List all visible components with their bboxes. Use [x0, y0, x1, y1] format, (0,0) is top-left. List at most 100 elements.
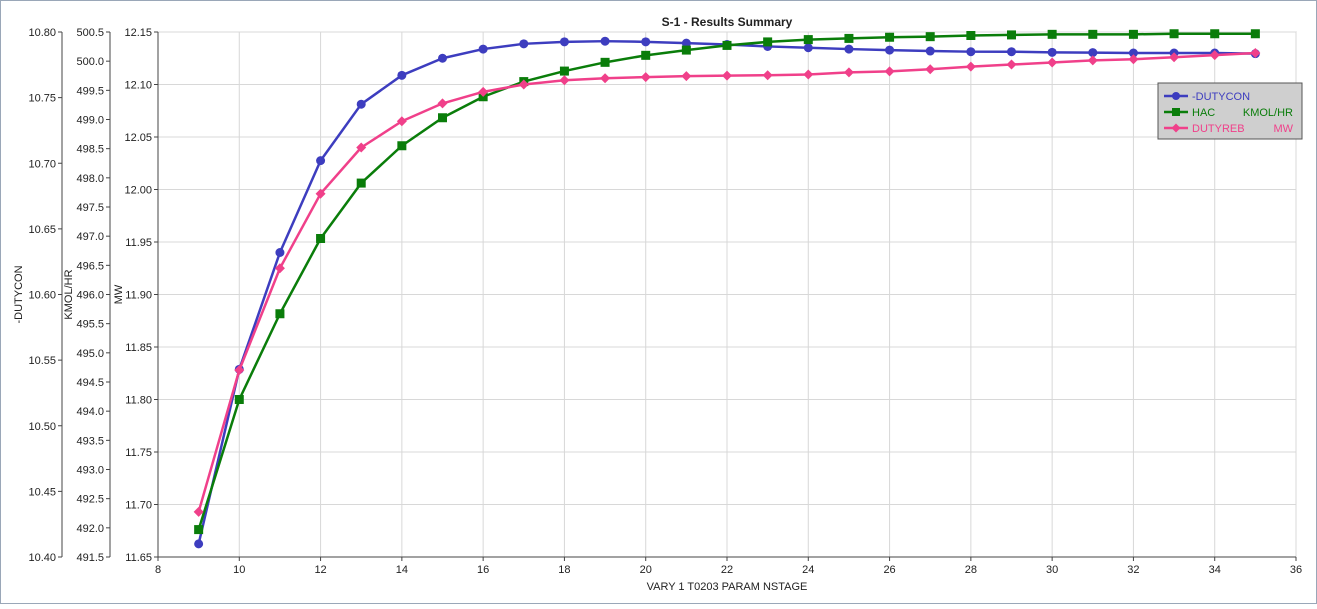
legend[interactable]: -DUTYCON HAC KMOL/HR DUTYREB MW [1157, 82, 1303, 140]
legend-entry-unit: MW [1273, 123, 1293, 135]
x-tick-label: 12 [314, 564, 326, 576]
series-2 [194, 29, 1260, 535]
legend-entry-name: -DUTYCON [1192, 91, 1250, 103]
y-axis-label-dutycon: -DUTYCON [13, 265, 25, 323]
y-axis-label-kmol: KMOL/HR [63, 269, 75, 319]
y-tick-label-mw: 12.10 [124, 80, 152, 92]
data-point [885, 32, 895, 42]
y-tick-label-mw: 12.15 [124, 27, 152, 39]
data-point [722, 70, 732, 81]
series-3 [193, 48, 1261, 517]
data-point [1128, 54, 1139, 65]
x-tick-label: 14 [396, 564, 408, 576]
x-tick-label: 30 [1046, 564, 1058, 576]
data-point [356, 99, 366, 109]
y-tick-label-mw: 11.80 [125, 395, 152, 407]
data-point [925, 64, 936, 75]
y-tick-label-kmol: 499.5 [76, 85, 104, 97]
data-point [194, 525, 204, 535]
x-tick-label: 20 [640, 564, 652, 576]
y-tick-label-dutycon: 10.70 [28, 158, 56, 170]
y-tick-label-mw: 12.00 [124, 185, 152, 197]
data-point [1209, 50, 1220, 61]
axes: 8 10 12 14 16 18 20 22 24 26 28 30 32 34 36 10.40 10.45 1… [13, 27, 1302, 576]
data-point [234, 365, 245, 376]
data-point [1047, 47, 1057, 57]
y-tick-label-kmol: 499.0 [76, 115, 104, 127]
data-point [275, 309, 285, 319]
x-tick-label: 22 [721, 564, 733, 576]
legend-marker [1172, 92, 1180, 100]
data-point [356, 178, 366, 188]
y-tick-label-kmol: 498.0 [76, 173, 104, 185]
data-point [762, 70, 773, 81]
data-point [316, 156, 326, 166]
y-tick-label-dutycon: 10.80 [28, 27, 56, 39]
x-tick-label: 18 [558, 564, 570, 576]
data-point [1128, 48, 1138, 58]
x-tick-label: 26 [883, 564, 895, 576]
data-point [559, 75, 570, 86]
data-point [803, 69, 814, 80]
legend-entry-unit: KMOL/HR [1243, 107, 1293, 119]
data-point [438, 113, 447, 123]
legend-marker [1171, 123, 1181, 133]
y-tick-label-dutycon: 10.60 [28, 290, 56, 302]
data-point [1088, 29, 1098, 39]
data-point [316, 234, 326, 243]
data-point [559, 37, 569, 47]
data-point [600, 73, 611, 84]
data-point [1007, 47, 1016, 57]
y-tick-label-kmol: 496.0 [76, 290, 104, 302]
data-point [600, 36, 610, 46]
y-tick-label-mw: 12.05 [124, 132, 152, 144]
data-point [1047, 29, 1057, 39]
data-point [641, 50, 651, 60]
data-point [315, 188, 326, 199]
y-tick-label-kmol: 500.5 [76, 27, 104, 39]
legend-entry-name: HAC [1192, 107, 1215, 119]
data-point [600, 57, 610, 67]
y-tick-label-mw: 11.95 [125, 237, 152, 249]
data-point [274, 263, 285, 274]
data-point [518, 79, 529, 90]
y-tick-label-kmol: 495.0 [76, 348, 104, 360]
data-point [1088, 48, 1098, 58]
y-tick-label-kmol: 500.0 [76, 56, 104, 68]
data-point [356, 142, 367, 153]
legend-entry-name: DUTYREB [1192, 123, 1245, 135]
y-tick-label-kmol: 498.5 [76, 144, 104, 156]
data-point [681, 45, 691, 55]
data-point [965, 61, 976, 72]
data-point [681, 71, 692, 82]
data-point [234, 395, 244, 404]
data-point [844, 44, 854, 54]
data-point [1250, 48, 1261, 58]
data-point [803, 35, 813, 45]
y-tick-label-dutycon: 10.65 [28, 224, 56, 236]
data-point [640, 72, 651, 83]
x-tick-label: 8 [155, 564, 161, 576]
data-point [1169, 29, 1179, 39]
data-point [844, 33, 854, 43]
y-axis-label-mw: MW [113, 284, 125, 304]
data-point [478, 86, 489, 97]
data-point [1007, 30, 1016, 40]
data-point [438, 53, 447, 63]
y-tick-label-kmol: 496.5 [76, 260, 104, 272]
data-point [397, 70, 407, 80]
x-tick-label: 16 [477, 564, 489, 576]
x-tick-label: 28 [965, 564, 977, 576]
data-point [763, 37, 773, 47]
data-point [1169, 52, 1180, 63]
data-point [519, 39, 529, 49]
data-point [397, 141, 407, 151]
data-point [803, 43, 813, 53]
y-tick-label-dutycon: 10.55 [28, 355, 56, 367]
y-tick-label-dutycon: 10.40 [28, 552, 56, 564]
x-tick-label: 34 [1209, 564, 1221, 576]
data-point [1210, 29, 1220, 39]
data-point [275, 248, 285, 257]
y-tick-label-kmol: 497.5 [76, 202, 104, 214]
